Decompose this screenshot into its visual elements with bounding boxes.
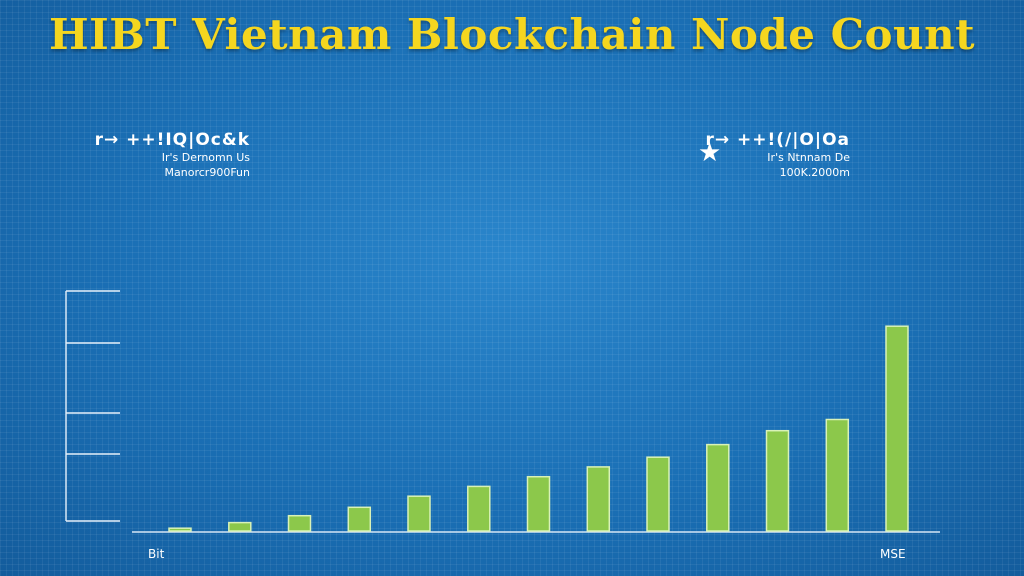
- bar: [347, 506, 372, 532]
- bar: [646, 456, 670, 532]
- y-axis-bracket: [65, 290, 120, 522]
- annotation-left: r→ ++!ΙQ|Οc&k Ir's Dernomn Us Manorcr900…: [70, 130, 250, 180]
- star-icon: ★: [698, 138, 722, 168]
- bar: [407, 495, 431, 532]
- x-tick-labels: Bit MSE: [148, 547, 906, 561]
- annotation-right: r→ ++!(/|Ο|Οa Ir's Ntnnam De 100K.2000m: [700, 130, 850, 180]
- bar: [228, 521, 252, 532]
- bar: [287, 514, 312, 532]
- x-tick-label: Bit: [148, 547, 165, 561]
- annotation-left-head: r→ ++!ΙQ|Οc&k: [94, 130, 250, 150]
- bar: [706, 443, 730, 532]
- bar: [885, 325, 909, 532]
- annotation-left-line-1: Ir's Dernomn Us: [161, 151, 250, 164]
- bar: [467, 485, 491, 532]
- bar: [526, 475, 551, 532]
- annotation-left-line-2: Manorcr900Fun: [164, 166, 250, 179]
- bar: [168, 527, 192, 532]
- chart-title: HIBT Vietnam Blockchain Node Count: [48, 10, 976, 59]
- bar: [825, 418, 850, 532]
- x-tick-label: MSE: [880, 547, 906, 561]
- bar: [765, 429, 790, 532]
- annotation-right-line-2: 100K.2000m: [779, 166, 850, 179]
- annotation-right-head: r→ ++!(/|Ο|Οa: [705, 130, 850, 150]
- bar: [586, 466, 611, 532]
- annotation-right-line-1: Ir's Ntnnam De: [767, 151, 850, 164]
- bar-series: [168, 325, 909, 532]
